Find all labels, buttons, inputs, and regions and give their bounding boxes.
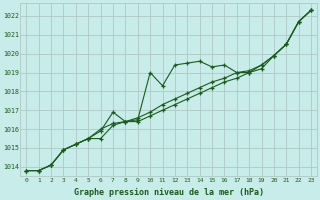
X-axis label: Graphe pression niveau de la mer (hPa): Graphe pression niveau de la mer (hPa) [74,188,264,197]
